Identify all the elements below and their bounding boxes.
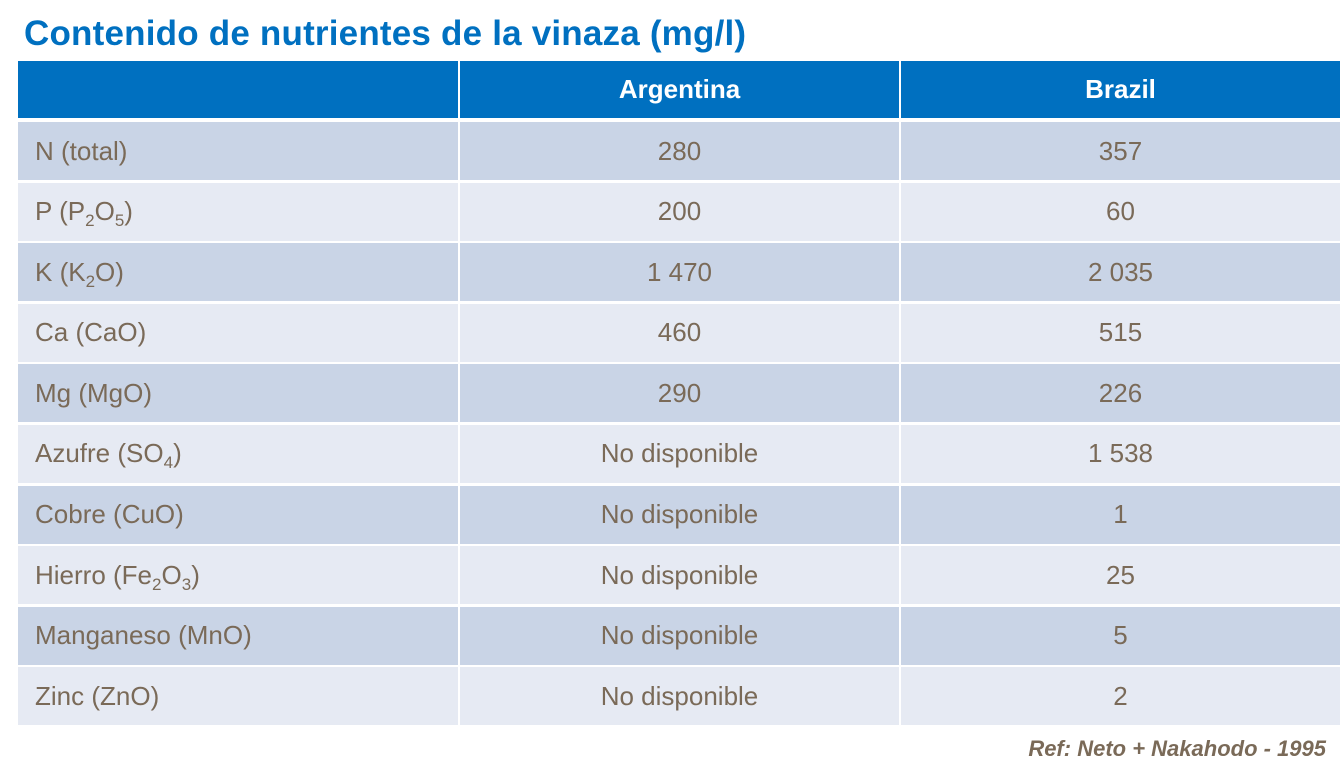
nutrient-table: Argentina Brazil N (total) 280 357 P (P2O5)…	[18, 61, 1340, 728]
table-row: Mg (MgO) 290 226	[18, 364, 1340, 423]
nutrient-label-text: Azufre (SO4)	[35, 438, 182, 473]
argentina-value: 280	[460, 122, 899, 180]
table-row: N (total) 280 357	[18, 122, 1340, 180]
nutrient-label: Manganeso (MnO)	[18, 606, 458, 665]
nutrient-label: Hierro (Fe2O3)	[18, 546, 458, 605]
table-row: Ca (CaO) 460 515	[18, 303, 1340, 362]
table-row: P (P2O5) 200 60	[18, 182, 1340, 241]
brazil-value: 25	[901, 546, 1340, 605]
brazil-value: 1 538	[901, 424, 1340, 483]
nutrient-label: Ca (CaO)	[18, 303, 458, 362]
brazil-value: 60	[901, 182, 1340, 241]
nutrient-label: Azufre (SO4)	[18, 424, 458, 483]
header-cell-brazil: Brazil	[901, 61, 1340, 118]
subscript: 5	[114, 211, 125, 231]
label-segment: Hierro (Fe	[35, 559, 153, 590]
brazil-value: 2	[901, 667, 1340, 726]
table-body: N (total) 280 357 P (P2O5) 200 60 K (K2O) 1 470…	[18, 122, 1340, 726]
argentina-value: 460	[460, 303, 899, 362]
argentina-value: No disponible	[460, 667, 899, 726]
argentina-value: No disponible	[460, 546, 899, 605]
subscript: 2	[85, 271, 96, 291]
nutrient-label: K (K2O)	[18, 243, 458, 302]
nutrient-label-text: N (total)	[35, 136, 127, 167]
nutrient-label: Mg (MgO)	[18, 364, 458, 423]
label-segment: P (P	[35, 196, 86, 227]
page-title: Contenido de nutrientes de la vinaza (mg…	[24, 14, 747, 53]
table-row: Hierro (Fe2O3) No disponible 25	[18, 546, 1340, 605]
label-segment: Manganeso (MnO)	[35, 620, 252, 651]
subscript: 4	[163, 453, 174, 473]
label-segment: )	[173, 438, 182, 469]
label-segment: K (K	[35, 256, 86, 287]
brazil-value: 1	[901, 485, 1340, 544]
subscript: 2	[85, 211, 95, 231]
label-segment: Mg (MgO)	[35, 377, 152, 408]
brazil-value: 5	[901, 606, 1340, 665]
table-row: Zinc (ZnO) No disponible 2	[18, 667, 1340, 726]
nutrient-label-text: Manganeso (MnO)	[35, 620, 252, 651]
table-row: K (K2O) 1 470 2 035	[18, 243, 1340, 302]
label-segment: Azufre (SO	[35, 438, 164, 469]
subscript: 3	[181, 574, 192, 594]
nutrient-label-text: Ca (CaO)	[35, 317, 146, 348]
brazil-value: 357	[901, 122, 1340, 180]
argentina-value: 1 470	[460, 243, 899, 302]
table-row: Cobre (CuO) No disponible 1	[18, 485, 1340, 544]
nutrient-label-text: Cobre (CuO)	[35, 499, 184, 530]
label-segment: Zinc (ZnO)	[35, 680, 160, 711]
label-segment: O)	[95, 256, 124, 287]
label-segment: O	[94, 196, 115, 227]
nutrient-label-text: Mg (MgO)	[35, 378, 152, 409]
table-row: Manganeso (MnO) No disponible 5	[18, 606, 1340, 665]
nutrient-label-text: Hierro (Fe2O3)	[35, 559, 200, 594]
nutrient-label: Cobre (CuO)	[18, 485, 458, 544]
argentina-value: No disponible	[460, 485, 899, 544]
argentina-value: No disponible	[460, 606, 899, 665]
nutrient-label: P (P2O5)	[18, 182, 458, 241]
argentina-value: 290	[460, 364, 899, 423]
nutrient-label-text: Zinc (ZnO)	[35, 681, 159, 712]
brazil-value: 515	[901, 303, 1340, 362]
nutrient-label-text: K (K2O)	[35, 256, 124, 291]
label-segment: N (total)	[35, 135, 128, 166]
table-row: Azufre (SO4) No disponible 1 538	[18, 424, 1340, 483]
table-header-row: Argentina Brazil	[18, 61, 1340, 118]
header-cell-nutrient	[18, 61, 458, 118]
label-segment: O	[161, 559, 182, 590]
nutrient-label: Zinc (ZnO)	[18, 667, 458, 726]
label-segment: )	[124, 196, 133, 227]
argentina-value: No disponible	[460, 424, 899, 483]
subscript: 2	[152, 574, 162, 594]
argentina-value: 200	[460, 182, 899, 241]
header-cell-argentina: Argentina	[460, 61, 899, 118]
reference-note: Ref: Neto + Nakahodo - 1995	[1028, 736, 1326, 761]
brazil-value: 2 035	[901, 243, 1340, 302]
brazil-value: 226	[901, 364, 1340, 423]
label-segment: Cobre (CuO)	[35, 499, 184, 530]
nutrient-label-text: P (P2O5)	[35, 196, 133, 231]
label-segment: )	[191, 559, 200, 590]
label-segment: Ca (CaO)	[35, 317, 147, 348]
nutrient-label: N (total)	[18, 122, 458, 180]
